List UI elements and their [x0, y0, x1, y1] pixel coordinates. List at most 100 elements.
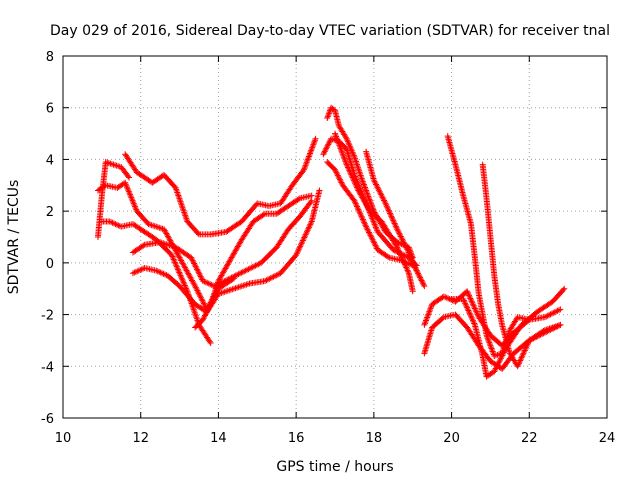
data-point: [151, 223, 158, 230]
data-point: [467, 311, 474, 318]
x-tick-label: 22: [521, 431, 538, 446]
data-point: [392, 223, 399, 230]
data-point: [320, 151, 327, 158]
data-point: [362, 222, 369, 229]
data-point: [367, 199, 374, 206]
data-point: [300, 166, 307, 173]
data-point: [343, 161, 350, 168]
data-point: [517, 356, 524, 363]
data-point: [316, 187, 323, 194]
data-point: [354, 186, 361, 193]
data-point: [487, 342, 494, 349]
data-point: [299, 237, 306, 244]
data-point: [363, 223, 370, 230]
data-point: [361, 183, 368, 190]
data-point: [389, 216, 396, 223]
data-point: [491, 368, 498, 375]
data-point: [388, 213, 395, 220]
data-point: [357, 212, 364, 219]
data-point: [309, 144, 316, 151]
data-point: [200, 315, 207, 322]
data-point: [333, 133, 340, 140]
data-point: [234, 284, 241, 291]
data-point: [175, 268, 182, 275]
data-point: [515, 360, 522, 367]
data-point: [395, 247, 402, 254]
data-point: [379, 194, 386, 201]
data-point: [178, 201, 185, 208]
data-point: [359, 177, 366, 184]
data-point: [368, 233, 375, 240]
data-point: [130, 199, 137, 206]
data-point: [417, 274, 424, 281]
data-point: [306, 222, 313, 229]
data-point: [360, 181, 367, 188]
data-point: [394, 226, 401, 233]
data-point: [523, 343, 530, 350]
data-point: [194, 266, 201, 273]
data-point: [398, 234, 405, 241]
data-point: [521, 347, 528, 354]
data-point: [485, 338, 492, 345]
data-point: [339, 149, 346, 156]
data-point: [415, 270, 422, 277]
data-point: [355, 207, 362, 214]
data-point: [273, 272, 280, 279]
data-point: [270, 273, 277, 280]
data-point: [352, 200, 359, 207]
data-point: [396, 250, 403, 257]
data-point: [295, 246, 302, 253]
data-point: [208, 281, 215, 288]
y-tick-label: 2: [46, 205, 54, 220]
data-point: [251, 263, 258, 270]
data-point: [294, 249, 301, 256]
data-point: [398, 252, 405, 259]
data-point: [415, 271, 422, 278]
data-point: [372, 224, 379, 231]
data-point: [191, 309, 198, 316]
data-point: [180, 206, 187, 213]
data-point: [194, 267, 201, 274]
data-point: [182, 212, 189, 219]
data-point: [496, 358, 503, 365]
data-point: [399, 236, 406, 243]
data-point: [122, 181, 129, 188]
data-point: [206, 304, 213, 311]
data-point: [399, 255, 406, 262]
data-point: [367, 232, 374, 239]
data-point: [470, 319, 477, 326]
data-point: [396, 248, 403, 255]
data-point: [177, 198, 184, 205]
data-point: [334, 136, 341, 143]
data-point: [469, 299, 476, 306]
data-point: [310, 141, 317, 148]
data-point: [354, 163, 361, 170]
data-point: [173, 263, 180, 270]
data-point: [378, 193, 385, 200]
x-tick-label: 16: [288, 431, 305, 446]
data-point: [324, 113, 331, 120]
data-point: [202, 279, 209, 286]
data-point: [108, 219, 115, 226]
data-point: [131, 203, 138, 210]
data-point: [370, 218, 377, 225]
y-axis-label: SDTVAR / TECUs: [6, 180, 22, 295]
data-point: [227, 275, 234, 282]
data-point: [174, 190, 181, 197]
data-point: [173, 262, 180, 269]
data-point: [402, 243, 409, 250]
data-point: [195, 290, 202, 297]
data-point: [372, 180, 379, 187]
data-point: [232, 272, 239, 279]
data-point: [335, 139, 342, 146]
data-point: [424, 314, 431, 321]
data-point: [179, 278, 186, 285]
data-point: [495, 359, 502, 366]
data-point: [202, 312, 209, 319]
data-point: [304, 156, 311, 163]
data-point: [388, 214, 395, 221]
data-point: [516, 358, 523, 365]
data-point: [369, 216, 376, 223]
data-point: [440, 293, 447, 300]
data-point: [355, 166, 362, 173]
